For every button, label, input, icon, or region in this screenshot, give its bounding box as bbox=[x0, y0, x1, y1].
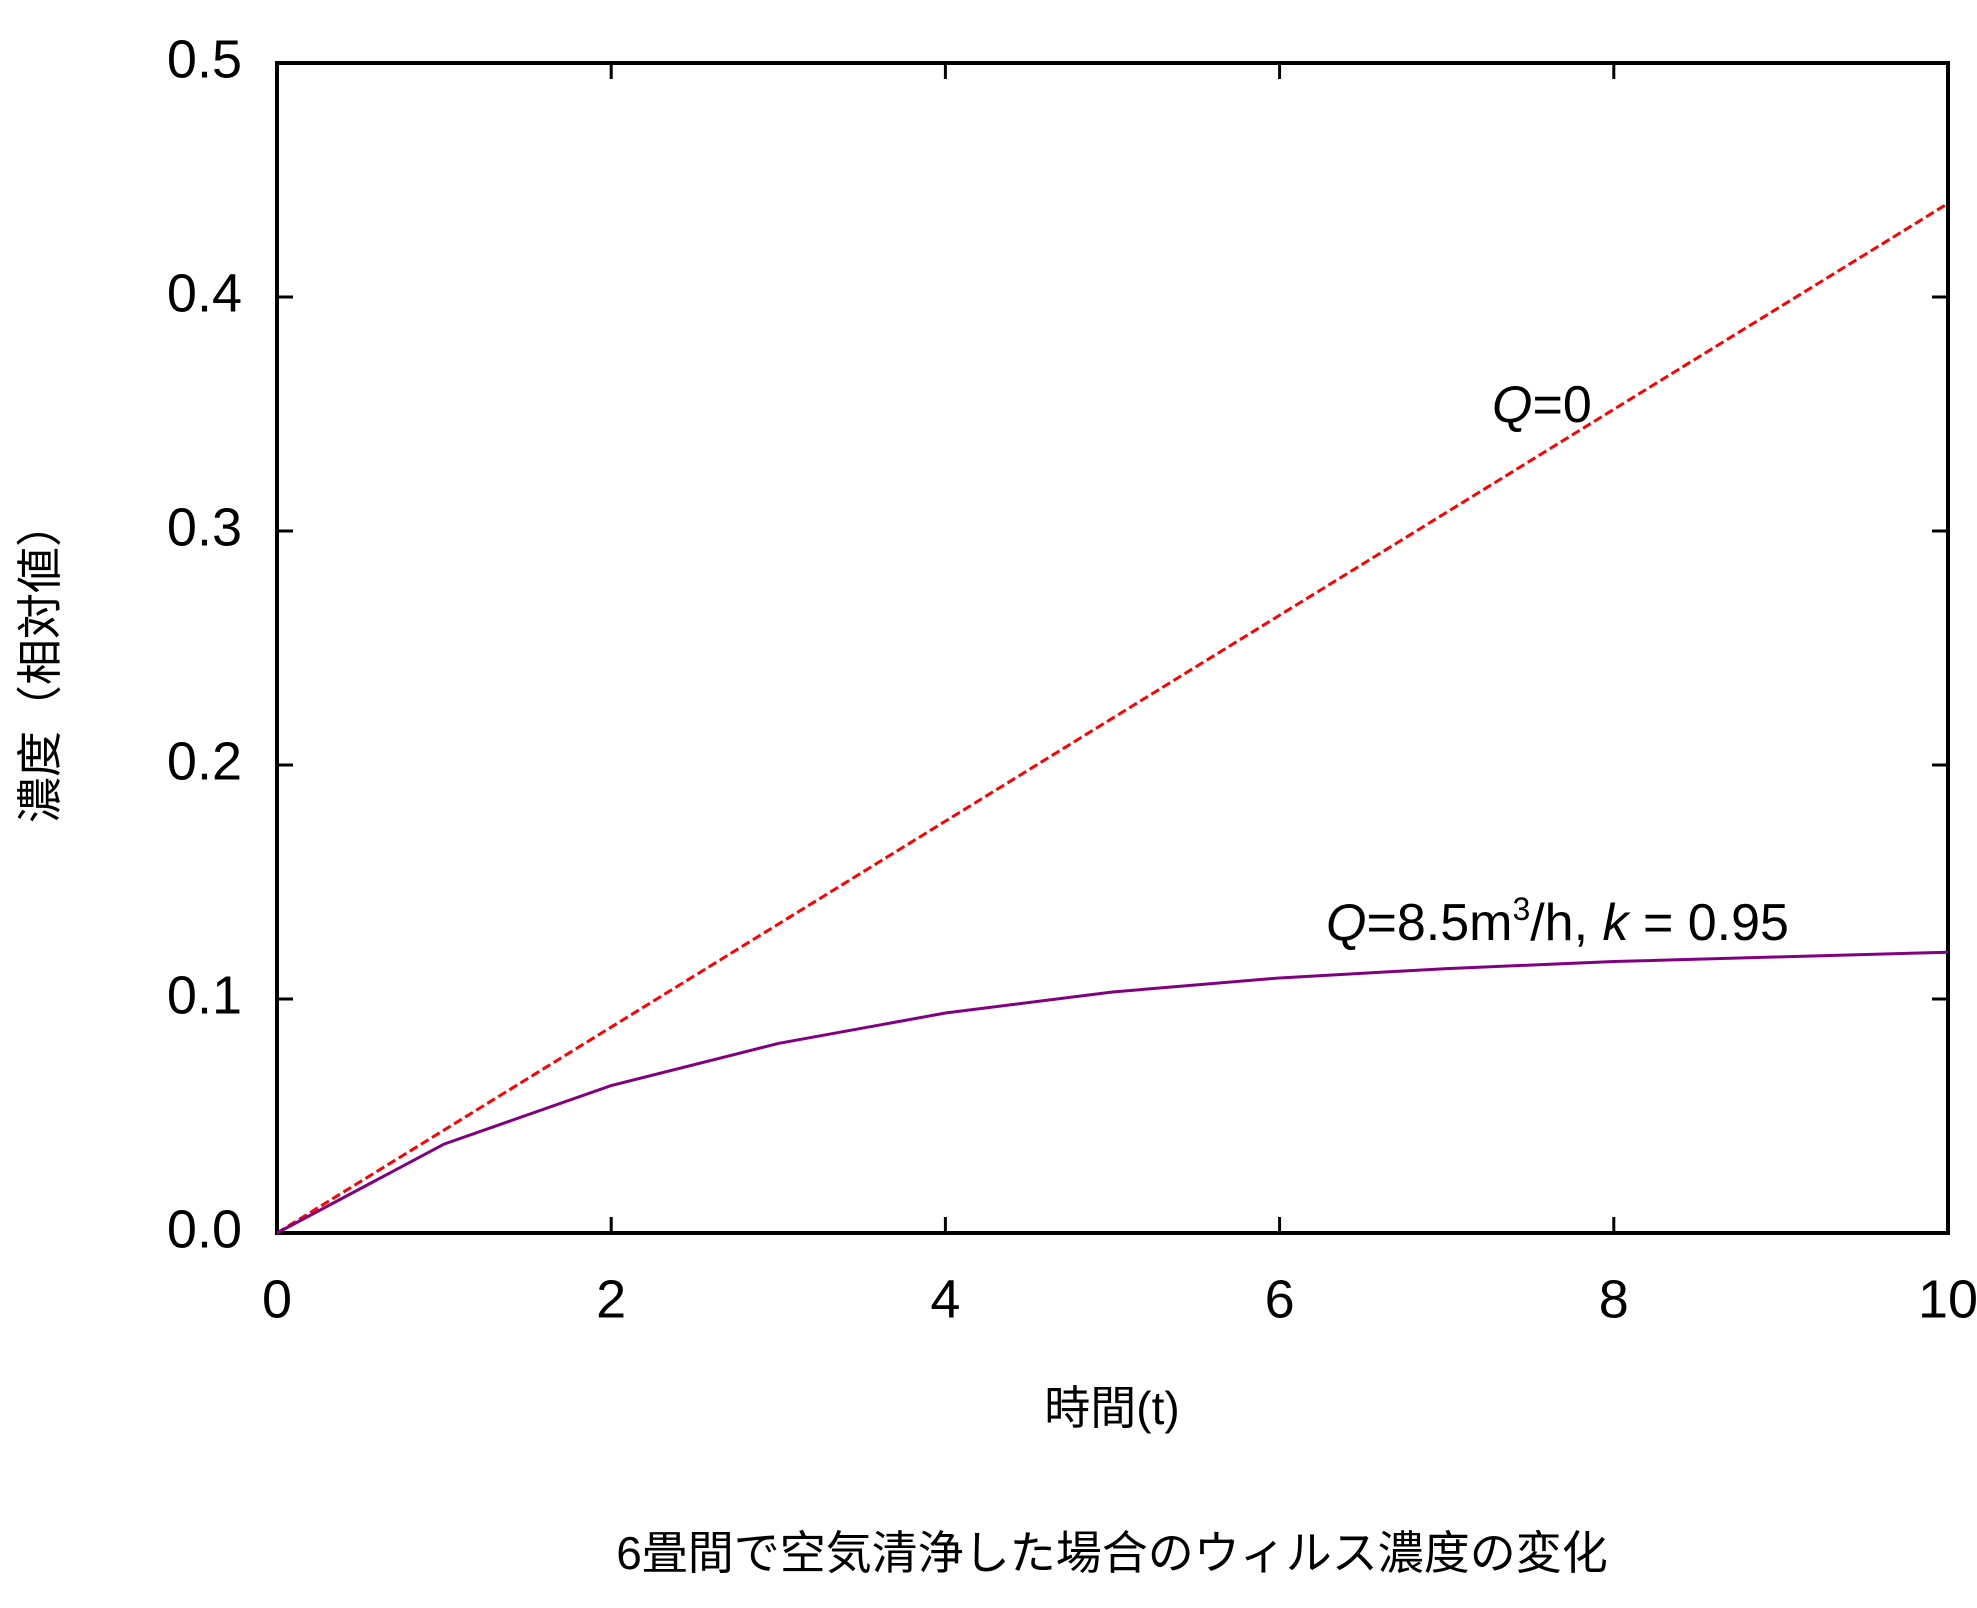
y-tick-label: 0.0 bbox=[167, 1199, 242, 1259]
y-tick-label: 0.3 bbox=[167, 497, 242, 557]
y-tick-label: 0.1 bbox=[167, 965, 242, 1025]
annotation-part: Q bbox=[1326, 894, 1366, 952]
annotation-part: =0 bbox=[1532, 376, 1591, 434]
x-tick-label: 0 bbox=[262, 1269, 292, 1329]
annotation: Q=8.5m3/h, k = 0.95 bbox=[1326, 891, 1789, 952]
annotation-part: 3 bbox=[1512, 891, 1530, 927]
y-axis-title: 濃度（相対値） bbox=[14, 501, 66, 823]
y-tick-label: 0.4 bbox=[167, 263, 242, 323]
x-tick-label: 4 bbox=[930, 1269, 960, 1329]
x-axis-title: 時間(t) bbox=[1044, 1382, 1179, 1434]
annotation-part: =8.5m bbox=[1366, 894, 1512, 952]
annotation-part: /h, bbox=[1530, 894, 1602, 952]
annotation: Q=0 bbox=[1492, 376, 1592, 434]
annotation-part: Q bbox=[1492, 376, 1532, 434]
caption: 6畳間で空気清浄した場合のウィルス濃度の変化 bbox=[616, 1527, 1608, 1579]
x-tick-label: 8 bbox=[1599, 1269, 1629, 1329]
series-line bbox=[276, 202, 1949, 1235]
series-line bbox=[276, 950, 1949, 1235]
annotation-part: = 0.95 bbox=[1629, 894, 1789, 952]
annotation-part: k bbox=[1603, 894, 1632, 952]
plot-frame bbox=[275, 61, 1950, 1235]
y-tick-label: 0.5 bbox=[167, 29, 242, 89]
x-tick-label: 6 bbox=[1265, 1269, 1295, 1329]
x-tick-label: 10 bbox=[1918, 1269, 1977, 1329]
x-tick-label: 2 bbox=[596, 1269, 626, 1329]
y-tick-label: 0.2 bbox=[167, 731, 242, 791]
